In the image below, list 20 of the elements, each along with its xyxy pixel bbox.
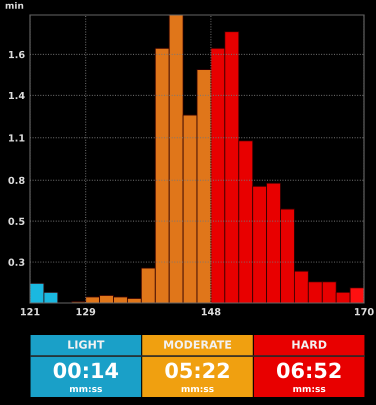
y-tick-label: 1.6 <box>9 50 25 58</box>
y-tick-label: 0.3 <box>8 258 24 266</box>
text: mm:ss <box>182 386 214 392</box>
text: 00:14 <box>54 362 118 378</box>
y-tick-label: 1.1 <box>9 134 24 142</box>
text: mm:ss <box>293 386 326 392</box>
x-tick-label: 129 <box>76 308 96 316</box>
y-tick-label: 0.5 <box>8 218 24 225</box>
y-tick-label: 1.4 <box>9 92 25 100</box>
x-tick-label: 121 <box>20 308 40 316</box>
category-label: LIGHT <box>68 340 104 349</box>
x-tick-label: 148 <box>202 308 220 316</box>
y-tick-label: 0.8 <box>8 176 25 184</box>
category-label: MODERATE <box>164 340 232 349</box>
text: 06:52 <box>277 362 341 378</box>
y-axis-title: min <box>6 2 24 9</box>
text: 05:22 <box>165 362 229 378</box>
text: mm:ss <box>70 386 102 392</box>
category-label: HARD <box>292 340 326 349</box>
x-tick-label: 170 <box>354 308 374 316</box>
